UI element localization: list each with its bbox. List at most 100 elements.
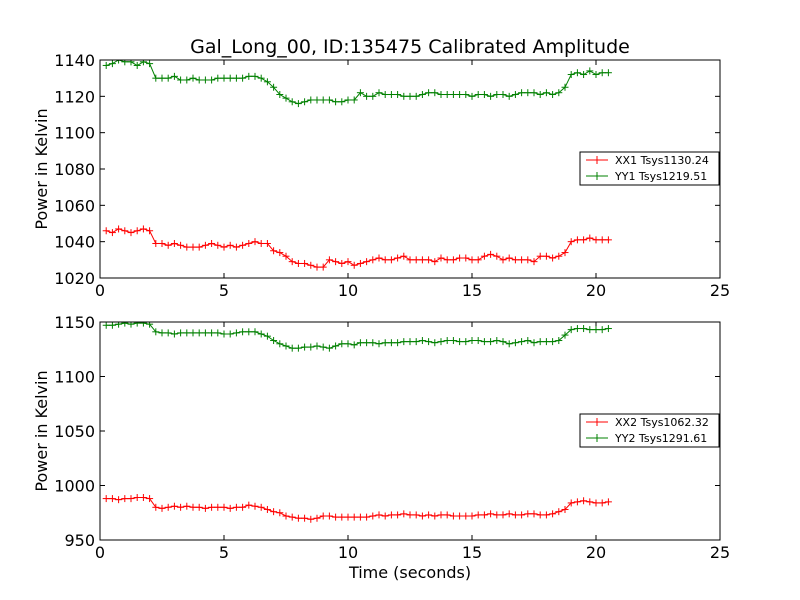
data-point-xx1 [480, 252, 488, 260]
data-point-xx1 [536, 252, 544, 260]
data-point-xx1 [220, 243, 228, 251]
data-point-xx2 [400, 510, 408, 518]
data-point-yy2 [369, 339, 377, 347]
data-point-yy1 [369, 92, 377, 100]
data-point-yy2 [288, 344, 296, 352]
data-point-yy2 [530, 339, 538, 347]
data-point-xx1 [493, 252, 501, 260]
data-point-yy1 [555, 89, 563, 97]
data-point-xx2 [301, 514, 309, 522]
data-point-yy2 [505, 340, 513, 348]
data-point-yy2 [332, 342, 340, 350]
data-point-yy2 [257, 330, 265, 338]
data-point-yy1 [400, 92, 408, 100]
data-point-yy2 [375, 340, 383, 348]
data-point-xx2 [518, 511, 526, 519]
legend-label-xx1: XX1 Tsys1130.24 [615, 154, 709, 167]
data-point-yy1 [468, 92, 476, 100]
data-point-xx2 [338, 513, 346, 521]
data-point-yy2 [468, 337, 476, 345]
data-point-xx1 [456, 254, 464, 262]
data-point-xx2 [332, 513, 340, 521]
y-tick-label: 1020 [54, 269, 95, 288]
data-point-xx2 [270, 508, 278, 516]
data-point-xx1 [598, 236, 606, 244]
data-point-yy1 [189, 74, 197, 82]
data-point-yy2 [251, 328, 259, 336]
data-point-yy1 [251, 72, 259, 80]
data-point-yy1 [598, 69, 606, 77]
data-point-xx1 [561, 249, 569, 257]
data-point-xx2 [356, 513, 364, 521]
x-axis-label: Time (seconds) [348, 563, 471, 582]
x-tick-label: 15 [462, 281, 482, 300]
data-point-yy2 [561, 331, 569, 339]
data-point-yy2 [313, 342, 321, 350]
data-point-xx2 [164, 503, 172, 511]
data-point-xx1 [344, 258, 352, 266]
data-point-yy2 [301, 343, 309, 351]
data-point-yy1 [505, 92, 513, 100]
data-point-xx2 [313, 514, 321, 522]
data-point-yy1 [195, 76, 203, 84]
data-point-yy2 [108, 322, 116, 329]
data-point-yy1 [313, 96, 321, 104]
data-point-xx2 [232, 503, 240, 511]
data-point-xx2 [598, 499, 606, 507]
x-tick-label: 5 [219, 543, 229, 562]
axes-frame [99, 59, 721, 279]
data-point-yy2 [139, 322, 147, 327]
data-point-yy1 [288, 98, 296, 106]
data-point-yy1 [425, 89, 433, 97]
data-point-yy1 [549, 91, 557, 99]
x-tick-label: 20 [586, 543, 606, 562]
data-point-yy1 [363, 92, 371, 100]
data-point-xx1 [152, 239, 160, 247]
data-point-yy2 [152, 328, 160, 336]
data-point-xx2 [102, 495, 110, 503]
data-point-yy2 [146, 322, 154, 328]
legend: XX2 Tsys1062.32 YY2 Tsys1291.61 [579, 413, 720, 448]
data-point-yy1 [226, 74, 234, 82]
data-point-xx1 [542, 252, 550, 260]
data-point-xx2 [573, 498, 581, 506]
data-point-yy2 [214, 329, 222, 337]
data-point-yy1 [542, 89, 550, 97]
data-point-yy2 [133, 322, 141, 327]
data-point-yy1 [406, 92, 414, 100]
data-point-xx2 [133, 493, 141, 501]
data-point-yy1 [177, 76, 185, 84]
x-tick-label: 20 [586, 281, 606, 300]
data-point-yy1 [307, 96, 315, 104]
data-point-xx1 [487, 250, 495, 258]
data-point-yy1 [158, 74, 166, 82]
data-point-xx1 [288, 258, 296, 266]
data-point-yy2 [443, 337, 451, 345]
chart-title: Gal_Long_00, ID:135475 Calibrated Amplit… [190, 36, 630, 58]
data-point-xx2 [146, 495, 154, 503]
data-point-xx1 [505, 254, 513, 262]
data-point-xx1 [164, 241, 172, 249]
data-point-xx1 [301, 259, 309, 267]
x-tick-label: 0 [95, 281, 105, 300]
data-point-xx1 [313, 263, 321, 271]
data-point-yy2 [363, 339, 371, 347]
data-point-yy2 [474, 337, 482, 345]
data-point-yy1 [146, 60, 154, 68]
data-point-yy2 [604, 325, 612, 333]
data-point-yy2 [350, 341, 358, 349]
data-point-xx1 [189, 243, 197, 251]
data-point-xx1 [530, 258, 538, 266]
data-point-yy1 [115, 60, 123, 64]
data-point-yy1 [164, 74, 172, 82]
y-tick-label: 1100 [54, 124, 95, 143]
data-point-xx2 [592, 499, 600, 507]
data-point-xx1 [443, 256, 451, 264]
data-point-yy1 [394, 91, 402, 99]
data-point-xx2 [375, 511, 383, 519]
data-point-yy1 [375, 89, 383, 97]
data-point-yy2 [294, 344, 302, 352]
data-point-yy1 [412, 92, 420, 100]
data-point-xx1 [586, 234, 594, 242]
